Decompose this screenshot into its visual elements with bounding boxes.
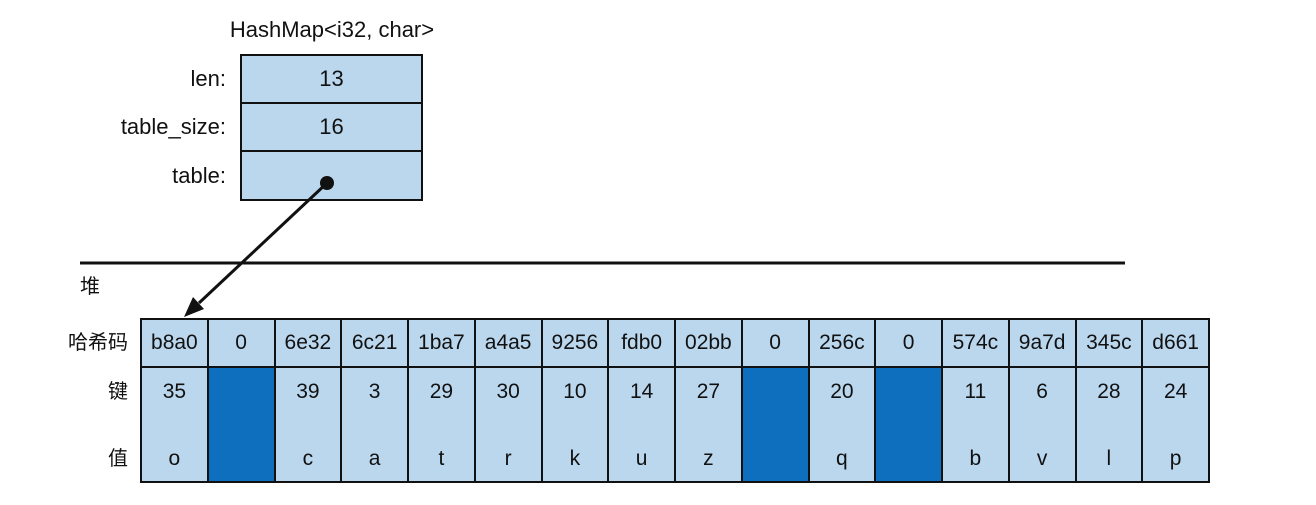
hash-cell: 9a7d	[1009, 320, 1075, 366]
bucket-entry: 24 p	[1143, 368, 1208, 481]
field-label-len: len:	[190, 66, 226, 91]
hash-cell: d661	[1143, 320, 1208, 366]
bucket-entry: 30 r	[475, 368, 541, 481]
bucket-value: p	[1169, 447, 1182, 470]
table-pointer-cell	[242, 152, 421, 199]
bucket-value: u	[635, 447, 648, 470]
bucket-value: q	[836, 447, 848, 470]
empty-bucket	[876, 368, 941, 481]
bucket-value: k	[569, 447, 581, 470]
hashmap-struct-box: 13 16	[240, 54, 423, 201]
hash-cell: 0	[742, 320, 808, 366]
bucket-entry: 11 b	[943, 368, 1008, 481]
bucket-entry: 39 c	[275, 368, 341, 481]
pointer-arrowhead	[184, 297, 204, 317]
bucket-key: 30	[496, 380, 520, 403]
bucket-value: c	[302, 447, 314, 470]
len-value: 13	[242, 56, 421, 102]
hash-cell: 6c21	[342, 320, 407, 366]
bucket-entry: 20 q	[809, 368, 875, 481]
bucket-key: 10	[563, 380, 587, 403]
hash-cell: 345c	[1076, 320, 1142, 366]
bucket-key: 3	[368, 380, 381, 403]
table-size-value: 16	[242, 104, 421, 150]
bucket-entry: 14 u	[609, 368, 674, 481]
row-label-key: 键	[108, 381, 128, 403]
bucket-entry: 27 z	[676, 368, 741, 481]
hash-cell: 574c	[943, 320, 1008, 366]
hash-cell: a4a5	[475, 320, 541, 366]
bucket-key: 20	[830, 380, 854, 403]
hash-cell: 1ba7	[409, 320, 474, 366]
hash-cell: fdb0	[609, 320, 674, 366]
hash-cell: 02bb	[676, 320, 741, 366]
hash-cell: b8a0	[142, 320, 207, 366]
bucket-value: z	[703, 447, 714, 470]
field-label-table-size: table_size:	[120, 114, 226, 139]
bucket-value: b	[969, 447, 982, 470]
empty-bucket	[208, 368, 274, 481]
bucket-entry: 28 l	[1076, 368, 1142, 481]
bucket-key: 29	[429, 380, 454, 403]
row-label-hash: 哈希码	[68, 332, 128, 354]
hash-cell: 9256	[542, 320, 608, 366]
row-label-value: 值	[108, 448, 128, 470]
empty-bucket	[742, 368, 808, 481]
bucket-value: l	[1106, 447, 1112, 470]
bucket-key: 6	[1036, 380, 1048, 403]
bucket-entry: 35 o	[142, 368, 207, 481]
bucket-key: 39	[296, 380, 320, 403]
bucket-entry: 29 t	[409, 368, 474, 481]
field-label-table: table:	[172, 163, 226, 188]
bucket-value: a	[368, 447, 381, 470]
heap-table: b8a0 0 6e32 6c21 1ba7 a4a5 9256 fdb0 02bb 0 256c 0 5…	[140, 318, 1210, 483]
bucket-key: 14	[629, 380, 654, 403]
pointer-arrow	[197, 181, 329, 305]
bucket-value: t	[438, 447, 445, 470]
bucket-key: 35	[162, 380, 187, 403]
bucket-key: 11	[964, 380, 987, 403]
bucket-entry: 10 k	[542, 368, 608, 481]
bucket-key: 27	[696, 380, 721, 403]
bucket-value: o	[168, 447, 181, 470]
struct-title: HashMap<i32, char>	[229, 17, 435, 42]
heap-label: 堆	[80, 276, 100, 298]
bucket-key: 28	[1097, 380, 1121, 403]
hash-cell: 6e32	[275, 320, 341, 366]
hash-cell: 256c	[809, 320, 875, 366]
hash-cell: 0	[876, 320, 941, 366]
bucket-value: v	[1036, 447, 1048, 470]
bucket-value: r	[504, 447, 512, 470]
hash-cell: 0	[208, 320, 274, 366]
bucket-key: 24	[1163, 380, 1188, 403]
